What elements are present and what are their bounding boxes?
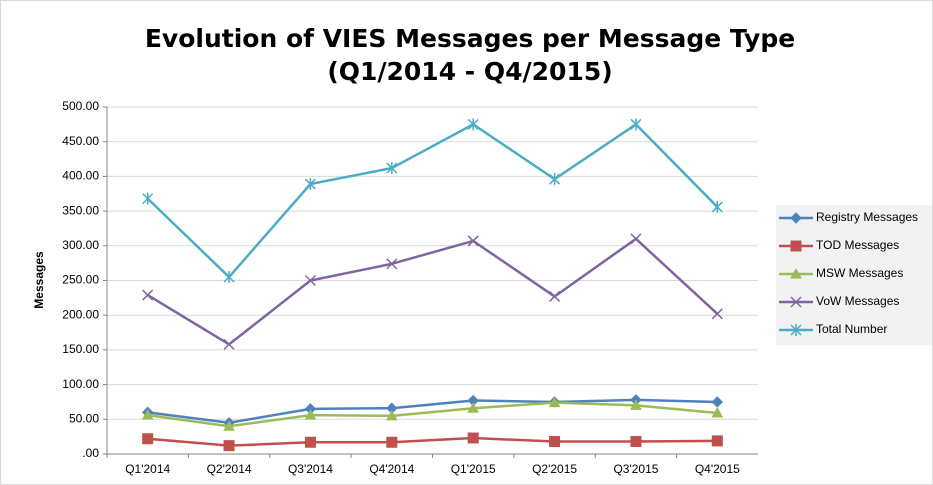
series-line xyxy=(146,122,719,279)
series-line xyxy=(147,401,718,428)
y-axis-label: Messages xyxy=(32,251,46,309)
y-tick-label: 100.00 xyxy=(62,377,99,391)
y-tick-label: 250.00 xyxy=(62,273,99,287)
data-point xyxy=(711,396,724,408)
data-point xyxy=(304,274,316,287)
data-point xyxy=(549,290,561,302)
data-point xyxy=(711,308,723,320)
data-point xyxy=(304,178,316,191)
legend-marker xyxy=(790,240,802,252)
series-line xyxy=(147,398,718,425)
data-point xyxy=(549,173,561,186)
data-point xyxy=(223,271,235,284)
chart-title: Evolution of VIES Messages per Message T… xyxy=(145,24,795,53)
y-tick-label: 500.00 xyxy=(62,99,99,113)
x-tick-label: Q1'2014 xyxy=(125,462,170,476)
data-point xyxy=(142,433,154,445)
data-point xyxy=(711,407,724,418)
y-tick-label: 350.00 xyxy=(62,203,99,217)
x-tick-label: Q2'2014 xyxy=(207,462,252,476)
data-point xyxy=(630,399,642,410)
data-point xyxy=(630,118,642,131)
y-tick-label: 400.00 xyxy=(62,169,99,183)
y-tick-label: 200.00 xyxy=(62,307,99,321)
data-point xyxy=(467,402,480,413)
x-tick-label: Q4'2014 xyxy=(369,462,414,476)
legend-marker xyxy=(790,267,802,279)
data-point xyxy=(304,436,316,448)
data-point xyxy=(142,192,154,205)
data-point xyxy=(630,436,642,448)
chart-subtitle: (Q1/2014 - Q4/2015) xyxy=(327,57,612,86)
legend-label: MSW Messages xyxy=(816,266,903,280)
x-tick-label: Q3'2014 xyxy=(288,462,333,476)
y-tick-label: .00 xyxy=(82,446,99,460)
data-point xyxy=(386,436,398,448)
data-point xyxy=(141,409,154,420)
data-point xyxy=(467,432,479,444)
series-line xyxy=(147,436,718,447)
legend-label: VoW Messages xyxy=(816,294,899,308)
legend-marker xyxy=(790,296,802,308)
data-point xyxy=(223,420,235,431)
data-point xyxy=(549,436,561,448)
legend-marker xyxy=(790,324,802,336)
data-point xyxy=(386,162,398,175)
y-tick-label: 300.00 xyxy=(62,238,99,252)
y-tick-label: 150.00 xyxy=(62,342,99,356)
data-point xyxy=(223,338,235,350)
data-point xyxy=(711,435,723,447)
data-point xyxy=(304,409,317,420)
x-tick-label: Q2'2015 xyxy=(532,462,577,476)
x-tick-label: Q1'2015 xyxy=(451,462,496,476)
data-point xyxy=(385,409,398,421)
series-line xyxy=(147,237,719,346)
data-point xyxy=(223,440,235,452)
legend-label: Registry Messages xyxy=(816,210,918,224)
x-tick-label: Q3'2015 xyxy=(613,462,658,476)
data-point xyxy=(386,258,398,270)
y-tick-label: 50.00 xyxy=(69,411,99,425)
legend-label: TOD Messages xyxy=(816,238,899,252)
legend-label: Total Number xyxy=(816,322,887,336)
x-tick-label: Q4'2015 xyxy=(695,462,740,476)
data-point xyxy=(630,233,642,245)
data-point xyxy=(711,200,723,213)
data-point xyxy=(467,118,479,131)
data-point xyxy=(142,289,154,301)
data-point xyxy=(467,235,479,247)
data-point xyxy=(548,396,561,408)
legend-marker xyxy=(790,212,802,224)
y-tick-label: 450.00 xyxy=(62,134,99,148)
